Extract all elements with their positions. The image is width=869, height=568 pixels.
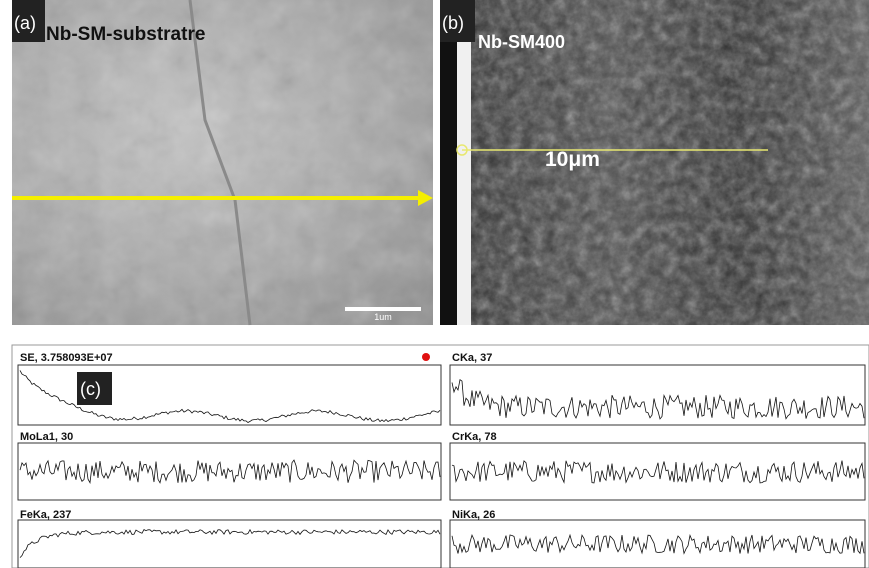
scan-label: CrKa, 78 [452,431,497,443]
coating-layer [457,40,471,325]
panel-c: SE, 3.758093E+07 CKa, 37 MoLa1, 30 CrKa, 78… [12,345,869,568]
panel-b: (b) Nb-SM400 10μm [440,0,869,325]
status-dot [422,353,430,361]
scan-label: SE, 3.758093E+07 [20,352,113,364]
scan-label: MoLa1, 30 [20,431,73,443]
panel-a: (a) Nb-SM-substratre 1um [12,0,433,325]
panel-label: (a) [14,13,36,33]
figure: (a) Nb-SM-substratre 1um (b) Nb-SM400 10… [0,0,869,568]
scan-label: FeKa, 237 [20,509,71,521]
panel-title: Nb-SM-substratre [46,24,205,45]
scan-label: CKa, 37 [452,352,492,364]
panel-title: Nb-SM400 [478,32,565,52]
scale-label: 10μm [545,148,600,171]
edge-dark [440,40,457,325]
panel-label: (c) [80,379,101,399]
scale-label: 1um [374,312,392,322]
scan-label: NiKa, 26 [452,509,495,521]
panel-label: (b) [442,13,464,33]
